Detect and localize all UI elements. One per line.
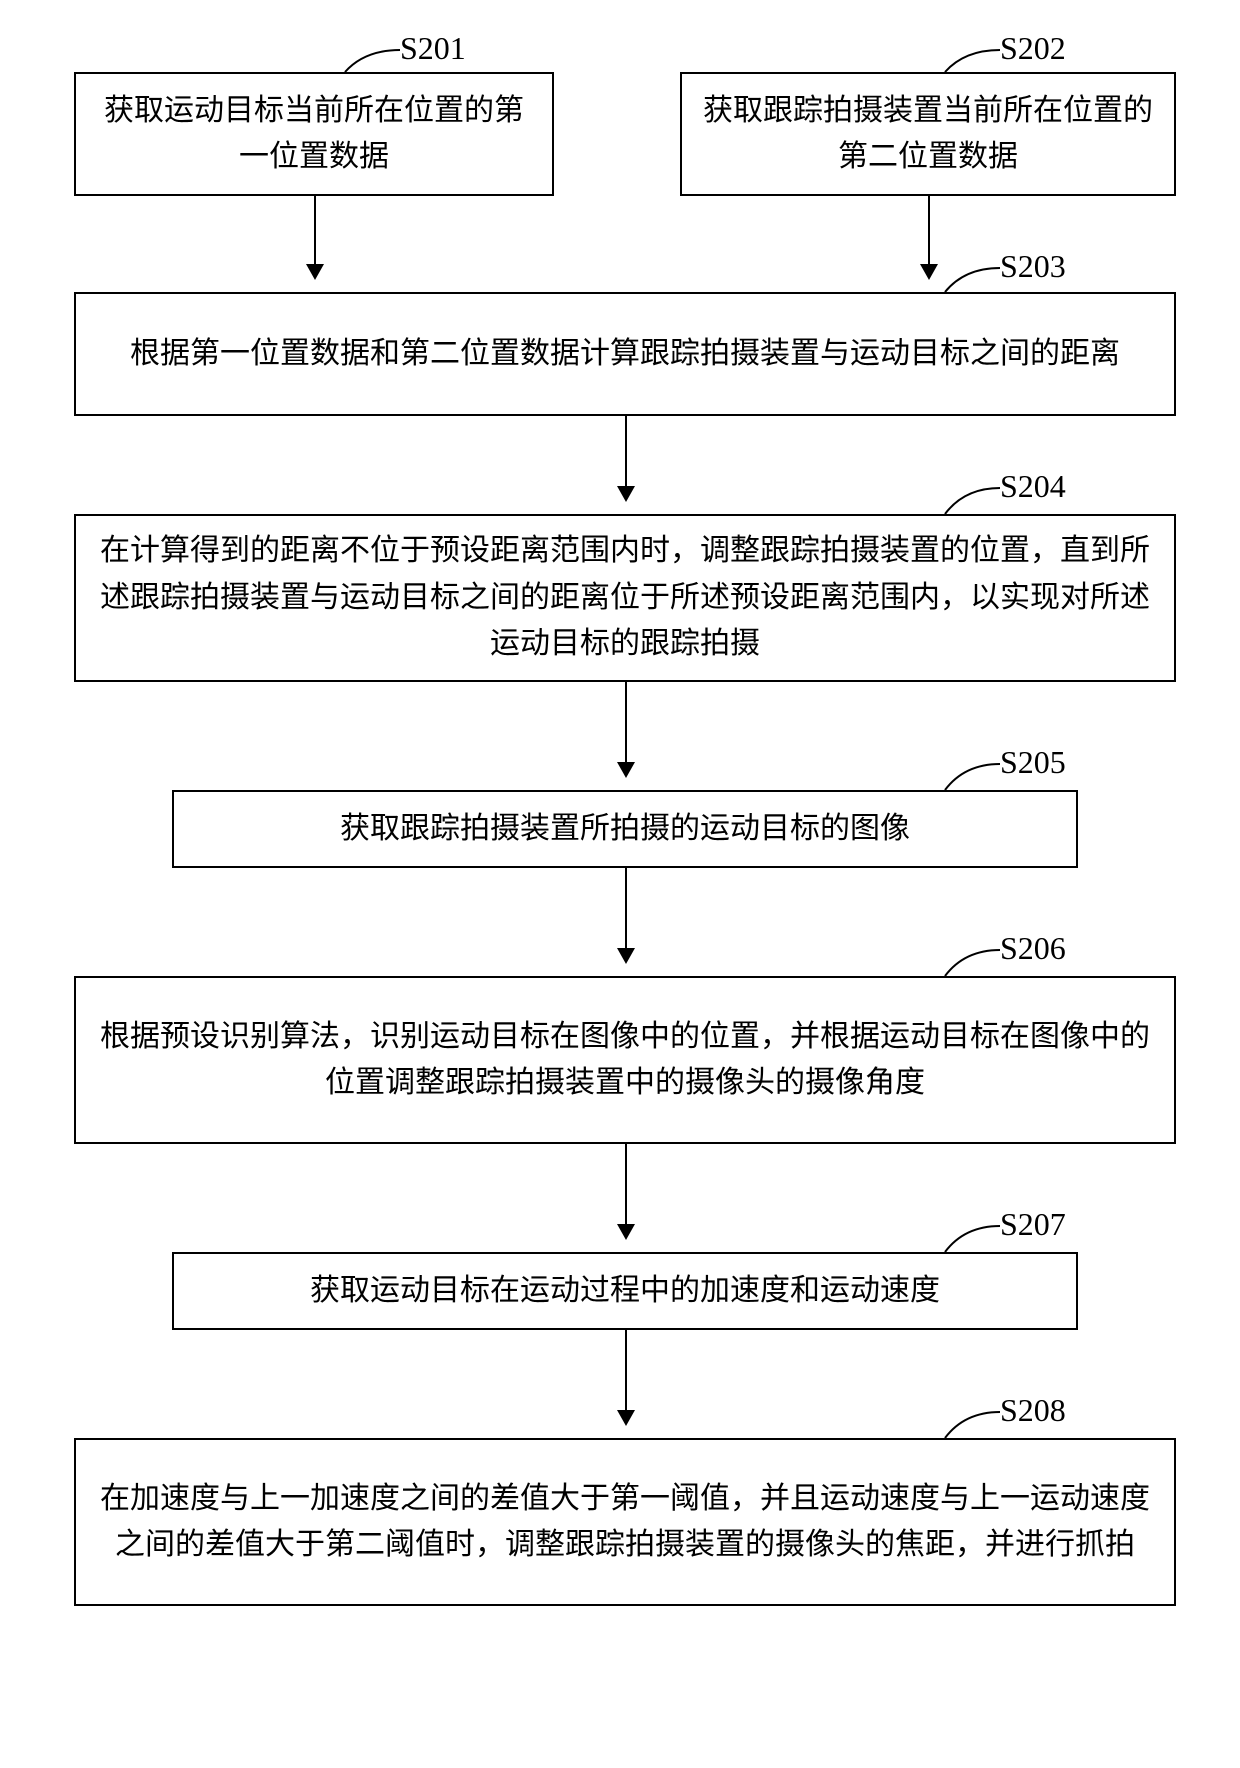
flow-node-s206: 根据预设识别算法，识别运动目标在图像中的位置，并根据运动目标在图像中的位置调整跟… — [74, 976, 1176, 1144]
flow-node-text: 获取运动目标当前所在位置的第一位置数据 — [94, 88, 534, 181]
flow-node-s207: 获取运动目标在运动过程中的加速度和运动速度 — [172, 1252, 1078, 1330]
arrow-s202-s203 — [928, 196, 930, 278]
step-label-s207: S207 — [1000, 1206, 1066, 1243]
flow-node-text: 获取跟踪拍摄装置所拍摄的运动目标的图像 — [340, 806, 910, 853]
flow-node-s203: 根据第一位置数据和第二位置数据计算跟踪拍摄装置与运动目标之间的距离 — [74, 292, 1176, 416]
step-label-s203: S203 — [1000, 248, 1066, 285]
flow-node-text: 获取跟踪拍摄装置当前所在位置的第二位置数据 — [700, 88, 1156, 181]
flow-node-s204: 在计算得到的距离不位于预设距离范围内时，调整跟踪拍摄装置的位置，直到所述跟踪拍摄… — [74, 514, 1176, 682]
arrow-s207-s208 — [625, 1330, 627, 1424]
step-label-s205: S205 — [1000, 744, 1066, 781]
flow-node-text: 获取运动目标在运动过程中的加速度和运动速度 — [310, 1268, 940, 1315]
step-label-s204: S204 — [1000, 468, 1066, 505]
arrow-s206-s207 — [625, 1144, 627, 1238]
arrow-s204-s205 — [625, 682, 627, 776]
step-label-s201: S201 — [400, 30, 466, 67]
flow-node-text: 根据第一位置数据和第二位置数据计算跟踪拍摄装置与运动目标之间的距离 — [130, 331, 1120, 378]
flowchart-canvas: 获取运动目标当前所在位置的第一位置数据 S201 获取跟踪拍摄装置当前所在位置的第二… — [0, 0, 1240, 1768]
flow-node-s202: 获取跟踪拍摄装置当前所在位置的第二位置数据 — [680, 72, 1176, 196]
step-label-s202: S202 — [1000, 30, 1066, 67]
flow-node-s201: 获取运动目标当前所在位置的第一位置数据 — [74, 72, 554, 196]
flow-node-text: 在加速度与上一加速度之间的差值大于第一阈值，并且运动速度与上一运动速度之间的差值… — [94, 1476, 1156, 1569]
step-label-s208: S208 — [1000, 1392, 1066, 1429]
flow-node-text: 根据预设识别算法，识别运动目标在图像中的位置，并根据运动目标在图像中的位置调整跟… — [94, 1014, 1156, 1107]
flow-node-s208: 在加速度与上一加速度之间的差值大于第一阈值，并且运动速度与上一运动速度之间的差值… — [74, 1438, 1176, 1606]
flow-node-text: 在计算得到的距离不位于预设距离范围内时，调整跟踪拍摄装置的位置，直到所述跟踪拍摄… — [94, 528, 1156, 668]
arrow-s203-s204 — [625, 416, 627, 500]
arrow-s205-s206 — [625, 868, 627, 962]
flow-node-s205: 获取跟踪拍摄装置所拍摄的运动目标的图像 — [172, 790, 1078, 868]
step-label-s206: S206 — [1000, 930, 1066, 967]
arrow-s201-s203 — [314, 196, 316, 278]
